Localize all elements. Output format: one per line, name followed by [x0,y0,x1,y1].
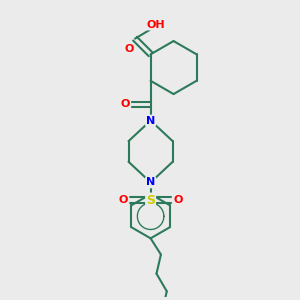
Text: O: O [121,99,130,110]
Text: S: S [146,194,155,207]
Text: O: O [124,44,134,54]
Text: O: O [173,195,182,205]
Text: N: N [146,177,155,188]
Text: OH: OH [147,20,166,30]
Text: O: O [119,195,128,205]
Text: N: N [146,116,155,126]
